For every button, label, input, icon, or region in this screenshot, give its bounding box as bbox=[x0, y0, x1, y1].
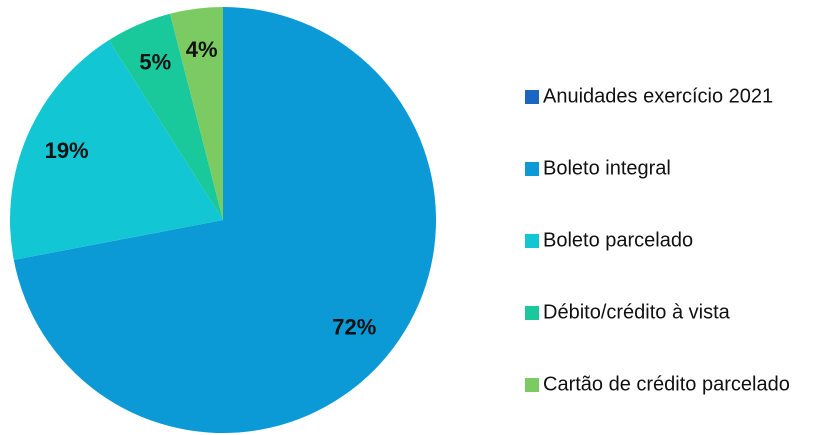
legend-label: Boleto parcelado bbox=[543, 229, 693, 251]
data-label: 5% bbox=[139, 49, 171, 74]
pie-slice bbox=[170, 7, 223, 220]
legend-swatch bbox=[525, 306, 539, 320]
legend-swatch bbox=[525, 162, 539, 176]
legend-label: Cartão de crédito parcelado bbox=[543, 373, 790, 395]
pie-slice bbox=[108, 13, 223, 220]
data-label: 4% bbox=[186, 37, 218, 62]
legend-label: Anuidades exercício 2021 bbox=[543, 85, 773, 107]
legend-label: Boleto integral bbox=[543, 157, 671, 179]
legend-swatch bbox=[525, 378, 539, 392]
legend-swatch bbox=[525, 234, 539, 248]
data-label: 19% bbox=[45, 138, 89, 163]
legend-swatch bbox=[525, 90, 539, 104]
pie-slice bbox=[10, 40, 224, 260]
pie-slice bbox=[13, 7, 436, 433]
legend-label: Débito/crédito à vista bbox=[543, 301, 731, 323]
data-label: 72% bbox=[332, 314, 376, 339]
